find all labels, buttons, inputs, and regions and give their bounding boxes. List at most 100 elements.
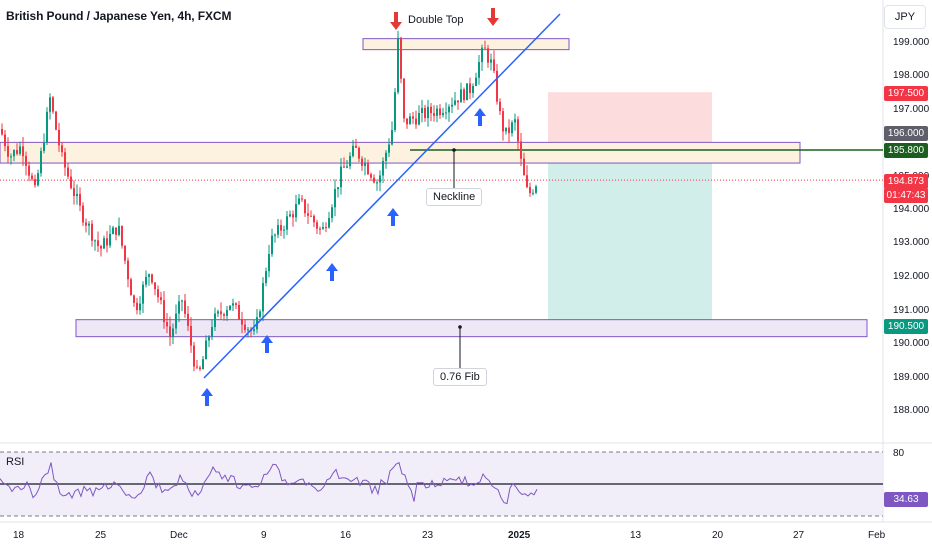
candle-body: [370, 174, 372, 178]
candle-body: [454, 100, 456, 105]
candle-body: [229, 305, 231, 311]
candle-body: [274, 234, 276, 236]
candle-body: [106, 238, 108, 246]
candle-body: [97, 240, 99, 247]
x-tick-13: 13: [630, 530, 642, 541]
x-tick-27: 27: [793, 530, 805, 541]
candle-body: [409, 116, 411, 125]
candle-body: [79, 193, 81, 206]
candle-body: [52, 97, 54, 112]
candle-body: [346, 166, 348, 168]
candle-body: [232, 303, 234, 306]
candle-body: [241, 319, 243, 325]
candle-body: [292, 214, 294, 218]
candle-body: [373, 177, 375, 183]
candle-body: [283, 229, 285, 231]
candle-body: [148, 274, 150, 277]
candle-body: [481, 47, 483, 63]
candle-body: [82, 205, 84, 223]
candle-body: [298, 198, 300, 205]
candle-body: [226, 310, 228, 316]
candle-body: [223, 314, 225, 316]
candle-body: [268, 254, 270, 272]
countdown-label: 01:47:43: [884, 188, 928, 203]
candle-body: [169, 326, 171, 338]
candle-body: [187, 313, 189, 326]
candle-body: [322, 227, 324, 229]
candle-body: [472, 85, 474, 93]
candle-body: [130, 279, 132, 296]
candle-body: [319, 228, 321, 230]
candle-body: [208, 336, 210, 341]
rsi-title: RSI: [6, 456, 25, 468]
candle-body: [271, 235, 273, 255]
candle-body: [16, 150, 18, 154]
candle-body: [61, 145, 63, 153]
candle-body: [427, 106, 429, 119]
candle-body: [127, 260, 129, 280]
candle-body: [451, 104, 453, 107]
y-tick-191: 191.000: [893, 305, 930, 316]
candle-body: [220, 311, 222, 315]
candle-body: [49, 97, 51, 112]
candle-body: [133, 295, 135, 303]
candle-body: [88, 223, 90, 226]
candle-body: [25, 156, 27, 166]
candle-body: [460, 89, 462, 103]
candle-body: [172, 328, 174, 338]
currency-button[interactable]: JPY: [884, 5, 926, 29]
candle-body: [136, 302, 138, 311]
candle-body: [511, 122, 513, 134]
candle-body: [76, 193, 78, 197]
candle-body: [247, 329, 249, 331]
y-tick-198: 198.000: [893, 70, 930, 81]
x-tick-25: 25: [95, 530, 107, 541]
candle-body: [31, 175, 33, 180]
rsi-value-label: 34.63: [884, 492, 928, 507]
candle-body: [376, 182, 378, 184]
candle-body: [85, 222, 87, 226]
x-tick-18: 18: [13, 530, 25, 541]
x-tick-feb: Feb: [868, 530, 886, 541]
candle-body: [199, 367, 201, 370]
candle-body: [205, 340, 207, 360]
take-profit-zone: [548, 149, 712, 327]
price-label-current: 194.873: [884, 174, 928, 189]
candle-body: [151, 274, 153, 283]
candle-body: [418, 112, 420, 125]
candle-body: [217, 311, 219, 314]
candle-body: [433, 113, 435, 116]
chart-title: British Pound / Japanese Yen, 4h, FXCM: [6, 9, 232, 23]
candle-body: [352, 145, 354, 157]
rsi-line: [0, 461, 538, 505]
candle-body: [508, 127, 510, 134]
candle-body: [493, 59, 495, 71]
candle-body: [193, 345, 195, 367]
candle-body: [400, 37, 402, 79]
candle-body: [439, 108, 441, 116]
candle-body: [112, 227, 114, 234]
candle-body: [109, 233, 111, 246]
candle-body: [175, 313, 177, 329]
candle-body: [46, 111, 48, 143]
candle-body: [265, 271, 267, 284]
x-tick-20: 20: [712, 530, 724, 541]
fib-dot: [458, 325, 462, 329]
price-label-1958: 195.800: [884, 143, 928, 158]
candle-body: [10, 156, 12, 158]
candle-body: [364, 163, 366, 166]
candle-body: [328, 218, 330, 228]
candle-body: [295, 204, 297, 218]
candle-body: [37, 173, 39, 186]
x-tick-dec: Dec: [170, 530, 188, 541]
candle-body: [19, 146, 21, 154]
candle-body: [502, 111, 504, 132]
candle-body: [73, 188, 75, 197]
candle-body: [103, 238, 105, 249]
rsi-tick-80: 80: [893, 448, 905, 459]
candle-body: [424, 107, 426, 119]
candle-body: [196, 366, 198, 368]
candle-body: [40, 150, 42, 174]
candle-body: [142, 284, 144, 304]
candle-body: [394, 92, 396, 131]
